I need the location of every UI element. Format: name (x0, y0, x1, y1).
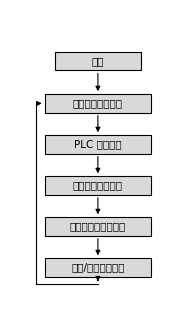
Bar (45, 94, 151, 113)
Text: 程序定时中断调用: 程序定时中断调用 (73, 181, 123, 191)
Text: 压型/挤出速比控制: 压型/挤出速比控制 (71, 263, 125, 273)
Text: 开始: 开始 (92, 56, 104, 66)
Text: PLC 分时读取: PLC 分时读取 (74, 140, 122, 150)
Text: 胶条宽度实时采集: 胶条宽度实时采集 (73, 99, 123, 109)
Bar (45, 258, 151, 277)
Bar (45, 176, 151, 195)
Bar (45, 135, 151, 154)
Text: 滤波、数据计算处理: 滤波、数据计算处理 (70, 222, 126, 232)
Bar (45, 217, 151, 236)
Bar (55, 52, 141, 70)
